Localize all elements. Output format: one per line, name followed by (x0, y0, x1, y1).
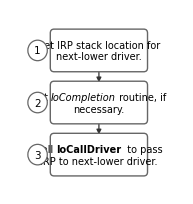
Text: Set IRP stack location for: Set IRP stack location for (38, 41, 160, 51)
Circle shape (28, 41, 47, 61)
FancyBboxPatch shape (50, 30, 147, 72)
Circle shape (28, 145, 47, 165)
Text: 2: 2 (34, 98, 41, 108)
Text: Set: Set (32, 92, 51, 102)
Text: Call: Call (35, 144, 56, 154)
Text: to pass: to pass (121, 144, 163, 154)
Text: 3: 3 (34, 150, 41, 160)
Text: IoCallDriver: IoCallDriver (56, 144, 121, 154)
Circle shape (28, 93, 47, 113)
Text: next-lower driver.: next-lower driver. (56, 52, 142, 62)
Text: 1: 1 (34, 46, 41, 56)
Text: IRP to next-lower driver.: IRP to next-lower driver. (40, 156, 158, 166)
Text: routine, if: routine, if (116, 92, 166, 102)
FancyBboxPatch shape (50, 134, 147, 176)
Text: necessary.: necessary. (73, 104, 124, 114)
Text: IoCompletion: IoCompletion (51, 92, 116, 102)
FancyBboxPatch shape (50, 82, 147, 124)
